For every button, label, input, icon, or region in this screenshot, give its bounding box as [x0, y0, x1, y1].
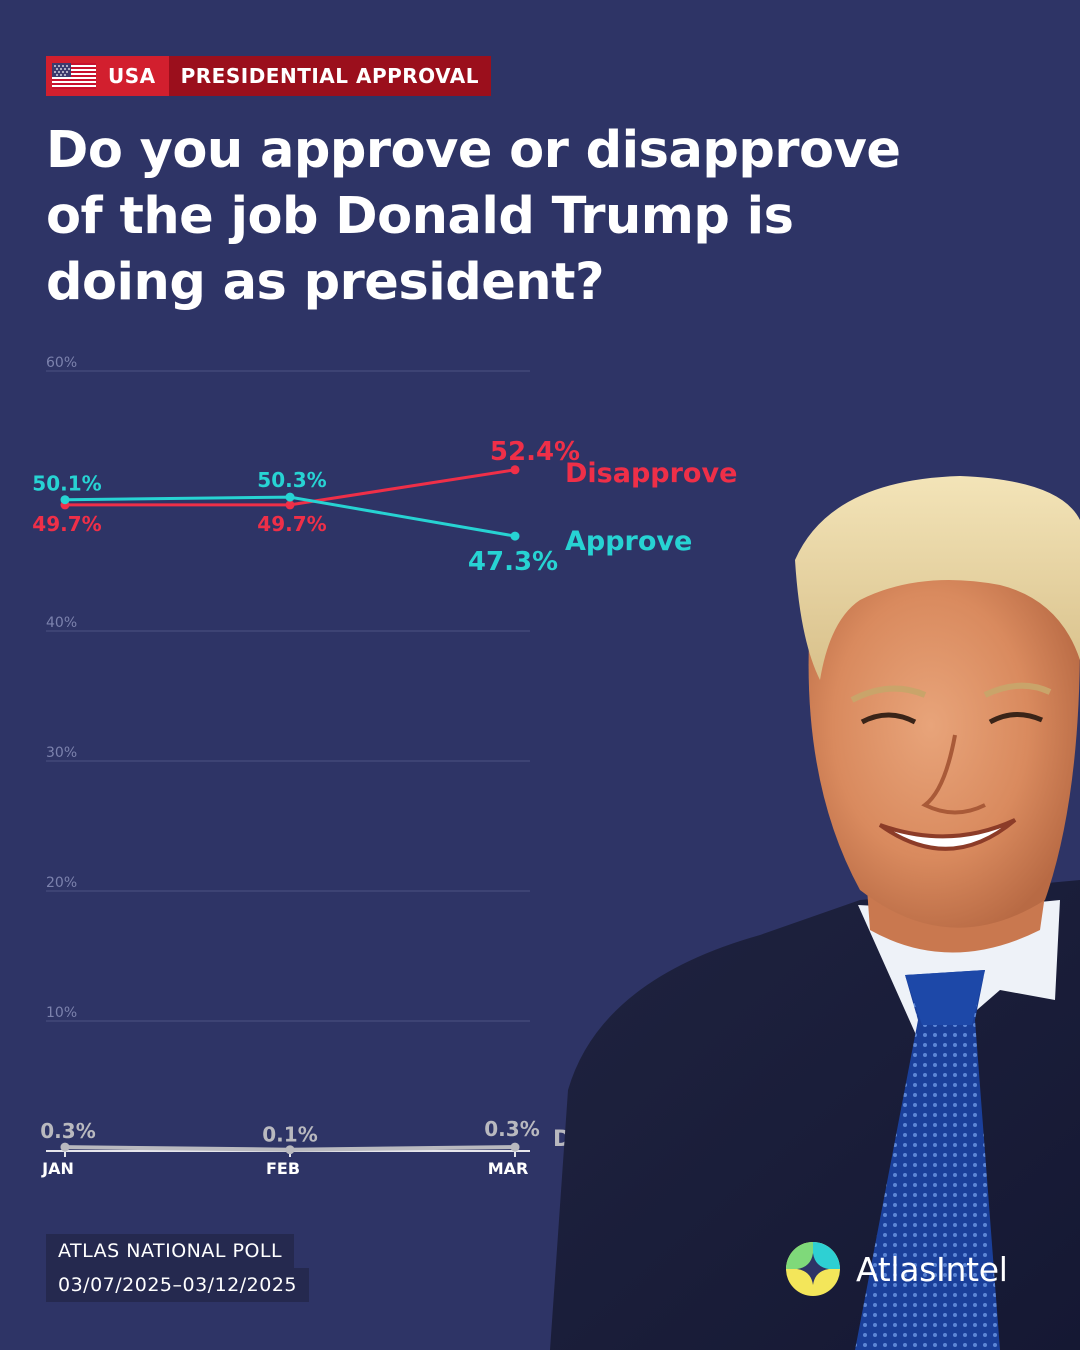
- tie: [855, 970, 1000, 1350]
- page-title: Do you approve or disapprove of the job …: [46, 121, 901, 312]
- us-flag-icon: [52, 63, 96, 89]
- poll-info: ATLAS NATIONAL POLL 03/07/2025–03/12/202…: [46, 1234, 310, 1302]
- y-tick-label: 20%: [46, 875, 77, 891]
- don-t-know-data-label: 0.1%: [262, 1123, 317, 1147]
- country-label: USA: [108, 64, 156, 88]
- president-portrait: [550, 476, 1080, 1350]
- don-t-know-point: [285, 1145, 295, 1155]
- poll-dates: 03/07/2025–03/12/2025: [46, 1268, 310, 1302]
- poll-name: ATLAS NATIONAL POLL: [46, 1234, 295, 1268]
- face: [808, 560, 1080, 928]
- approve-series-name: Approve: [565, 526, 692, 557]
- left-eye: [860, 712, 917, 725]
- disapprove-data-label: 49.7%: [32, 512, 101, 536]
- disapprove-point: [510, 465, 520, 475]
- y-tick-label: 40%: [46, 615, 77, 631]
- don-t-know-point: [60, 1142, 70, 1152]
- approve-point: [60, 495, 70, 505]
- disapprove-series-name: Disapprove: [565, 458, 737, 489]
- disapprove-data-label: 49.7%: [257, 512, 326, 536]
- brand-name: AtlasIntel: [856, 1249, 1008, 1289]
- hair: [795, 476, 1080, 680]
- x-tick-label: FEB: [266, 1159, 300, 1178]
- approve-data-label: 50.1%: [32, 472, 101, 496]
- don-t-know-data-label: 0.3%: [484, 1117, 539, 1141]
- don-t-know-point: [510, 1142, 520, 1152]
- y-tick-label: 60%: [46, 355, 77, 371]
- tie-knot: [905, 970, 985, 1025]
- don-t-know-data-label: 0.3%: [40, 1119, 95, 1143]
- approve-data-label: 50.3%: [257, 468, 326, 492]
- x-tick-label: JAN: [41, 1159, 74, 1178]
- topic-label: PRESIDENTIAL APPROVAL: [180, 64, 479, 88]
- x-tick-label: MAR: [488, 1159, 529, 1178]
- approve-point: [510, 531, 520, 541]
- brand-logo: AtlasIntel: [784, 1240, 1008, 1298]
- topic-tag: PRESIDENTIAL APPROVAL: [168, 56, 491, 96]
- approve-point: [285, 492, 295, 502]
- disapprove-point: [285, 500, 295, 510]
- left-eyebrow: [850, 685, 927, 703]
- approve-data-label: 47.3%: [468, 547, 558, 577]
- country-tag: USA: [46, 56, 169, 96]
- nose: [921, 734, 986, 815]
- category-tag: USA PRESIDENTIAL APPROVAL: [46, 56, 491, 96]
- atlasintel-logo-icon: [786, 1242, 840, 1296]
- disapprove-data-label: 52.4%: [490, 437, 580, 467]
- smile: [878, 818, 1017, 851]
- right-eye: [988, 712, 1044, 725]
- y-tick-label: 10%: [46, 1005, 77, 1021]
- y-tick-label: 30%: [46, 745, 77, 761]
- right-eyebrow: [983, 682, 1052, 698]
